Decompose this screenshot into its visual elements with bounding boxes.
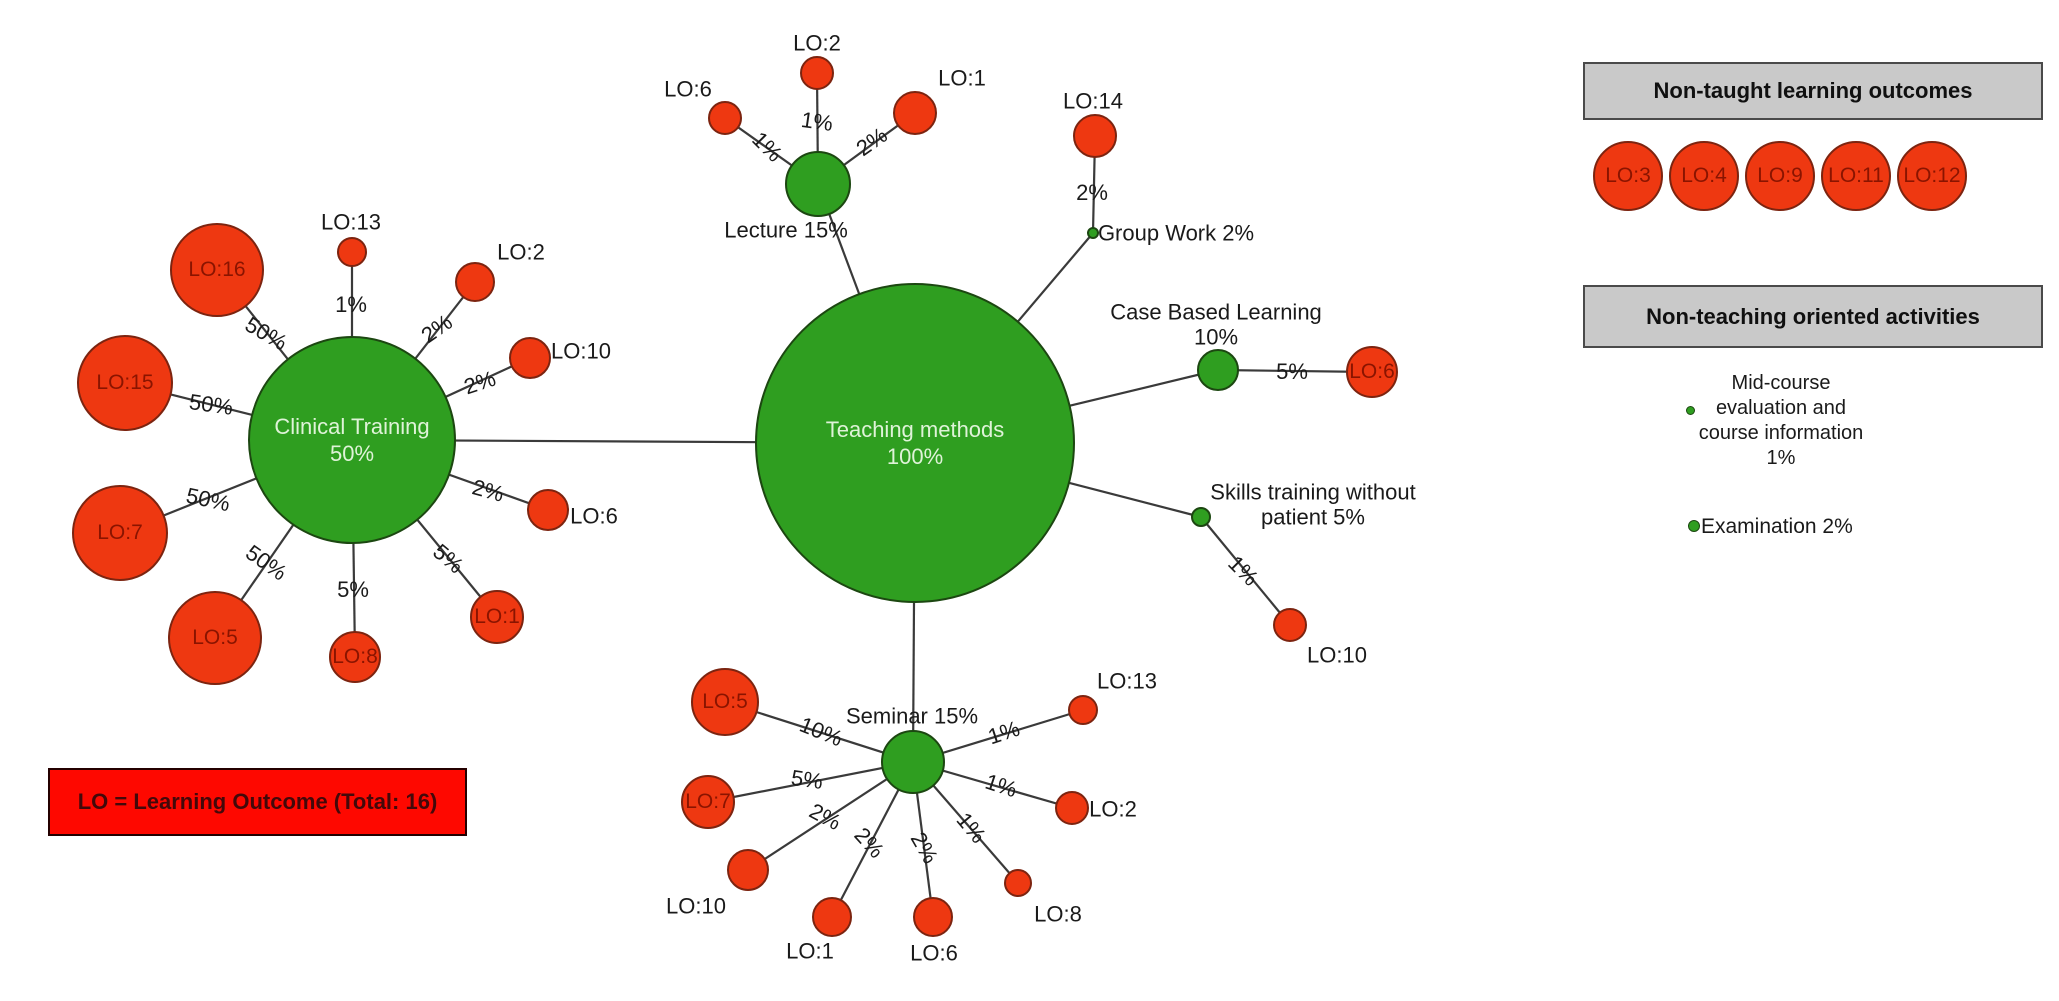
node-label-lo2_lec: LO:2 [793, 30, 841, 56]
node-root: Teaching methods 100% [755, 283, 1075, 603]
node-label-lo7_sem: LO:7 [685, 789, 731, 813]
activity-midcourse-label: Mid-course evaluation and course informa… [1698, 372, 1864, 469]
node-lo10_skl [1273, 608, 1307, 642]
non-taught-outcome-lo-9: LO:9 [1745, 141, 1815, 211]
non-taught-title: Non-taught learning outcomes [1653, 78, 1973, 103]
node-label-lo2_sem: LO:2 [1089, 796, 1137, 822]
node-label-lo14_grp: LO:14 [1063, 88, 1123, 114]
node-lo2_lec [800, 56, 834, 90]
node-lo6_lec [708, 101, 742, 135]
node-label-lo5_sem: LO:5 [702, 689, 748, 713]
node-label-lo6_sem: LO:6 [910, 940, 958, 966]
node-lo10_cl [509, 337, 551, 379]
node-label-lo13_sem: LO:13 [1097, 668, 1157, 694]
node-label-lo10_skl: LO:10 [1307, 642, 1367, 668]
node-lo16_cl: LO:16 [170, 223, 264, 317]
node-label-lo6_lec: LO:6 [664, 76, 712, 102]
node-label-lo8_cl: LO:8 [332, 644, 378, 668]
non-taught-outcome-label-3: LO:11 [1828, 164, 1884, 187]
node-lo5_sem: LO:5 [691, 668, 759, 736]
non-taught-outcome-label-0: LO:3 [1605, 164, 1651, 187]
activity-examination-label: Examination 2% [1701, 515, 1853, 538]
node-label-groupwork: Group Work 2% [1097, 220, 1255, 246]
edge-skills-lo10_skl [1200, 516, 1291, 626]
edge-seminar-lo7_sem [707, 760, 914, 804]
edge-label-clinical-lo8: 5% [337, 577, 369, 602]
non-teaching-title: Non-teaching oriented activities [1646, 303, 1980, 329]
node-lo6_case: LO:6 [1346, 346, 1398, 398]
midcourse-dot-icon [1686, 406, 1695, 415]
non-taught-outcome-lo-4: LO:4 [1669, 141, 1739, 211]
node-label-lo13_cl: LO:13 [321, 209, 381, 235]
node-seminar [881, 730, 945, 794]
edge-label-case-lo6: 5% [1276, 359, 1308, 384]
node-lo14_grp [1073, 114, 1117, 158]
non-taught-header: Non-taught learning outcomes [1583, 62, 2043, 120]
edge-label-clinical-lo13: 1% [335, 292, 367, 317]
node-lo6_sem [913, 897, 953, 937]
non-taught-outcome-label-2: LO:9 [1757, 164, 1803, 187]
node-lo7_cl: LO:7 [72, 485, 168, 581]
node-label-seminar: Seminar 15% [845, 703, 979, 729]
non-taught-outcomes-row: LO:3 LO:4 LO:9 LO:11 LO:12 [1593, 141, 1967, 211]
examination-dot-icon [1688, 520, 1700, 532]
node-groupwork [1087, 227, 1099, 239]
node-label-clinical: Clinical Training 50% [274, 413, 430, 467]
edge-label-groupwork-lo14: 2% [1076, 180, 1108, 205]
non-teaching-header: Non-teaching oriented activities [1583, 285, 2043, 348]
node-label-lo6_case: LO:6 [1349, 359, 1395, 383]
edge-seminar-lo10_sem [747, 761, 914, 871]
node-lo8_sem [1004, 869, 1032, 897]
node-label-lo8_sem: LO:8 [1034, 901, 1082, 927]
lo-abbreviation-note-label: LO = Learning Outcome (Total: 16) [77, 789, 438, 814]
non-taught-outcome-lo-11: LO:11 [1821, 141, 1891, 211]
non-taught-outcome-lo-3: LO:3 [1593, 141, 1663, 211]
node-lo13_sem [1068, 695, 1098, 725]
node-label-lo16_cl: LO:16 [188, 257, 246, 281]
node-lo1_lec [893, 91, 937, 135]
node-case [1197, 349, 1239, 391]
node-label-lo2_cl: LO:2 [497, 239, 545, 265]
node-clinical: Clinical Training 50% [248, 336, 456, 544]
edge-label-seminar-lo7: 5% [789, 764, 825, 795]
node-lecture [785, 151, 851, 217]
node-lo10_sem [727, 849, 769, 891]
node-label-lo7_cl: LO:7 [97, 520, 143, 544]
node-lo15_cl: LO:15 [77, 335, 173, 431]
node-label-lo10_cl: LO:10 [551, 338, 611, 364]
node-lo5_cl: LO:5 [168, 591, 262, 685]
node-label-root: Teaching methods 100% [825, 416, 1005, 470]
node-label-lo5_cl: LO:5 [192, 625, 238, 649]
node-lo1_sem [812, 897, 852, 937]
node-label-lo15_cl: LO:15 [96, 370, 154, 394]
node-label-skills: Skills training without patient 5% [1210, 479, 1416, 530]
non-taught-outcome-lo-12: LO:12 [1897, 141, 1967, 211]
node-lo2_cl [455, 262, 495, 302]
node-label-lo6_cl: LO:6 [570, 503, 618, 529]
node-lo1_cl: LO:1 [470, 590, 524, 644]
node-label-lo1_lec: LO:1 [938, 65, 986, 91]
node-label-lo1_cl: LO:1 [474, 604, 520, 628]
node-label-case: Case Based Learning 10% [1110, 299, 1322, 350]
node-lo13_cl [337, 237, 367, 267]
node-lo7_sem: LO:7 [681, 775, 735, 829]
edge-label-lecture-lo2: 1% [799, 106, 835, 137]
node-skills [1191, 507, 1211, 527]
non-taught-outcome-label-1: LO:4 [1681, 164, 1727, 187]
node-label-lo1_sem: LO:1 [786, 938, 834, 964]
non-taught-outcome-label-4: LO:12 [1903, 164, 1961, 187]
node-lo6_cl [527, 489, 569, 531]
lo-abbreviation-note: LO = Learning Outcome (Total: 16) [48, 768, 467, 836]
node-label-lo10_sem: LO:10 [666, 893, 726, 919]
node-lo8_cl: LO:8 [329, 631, 381, 683]
node-label-lecture: Lecture 15% [724, 217, 848, 243]
node-lo2_sem [1055, 791, 1089, 825]
